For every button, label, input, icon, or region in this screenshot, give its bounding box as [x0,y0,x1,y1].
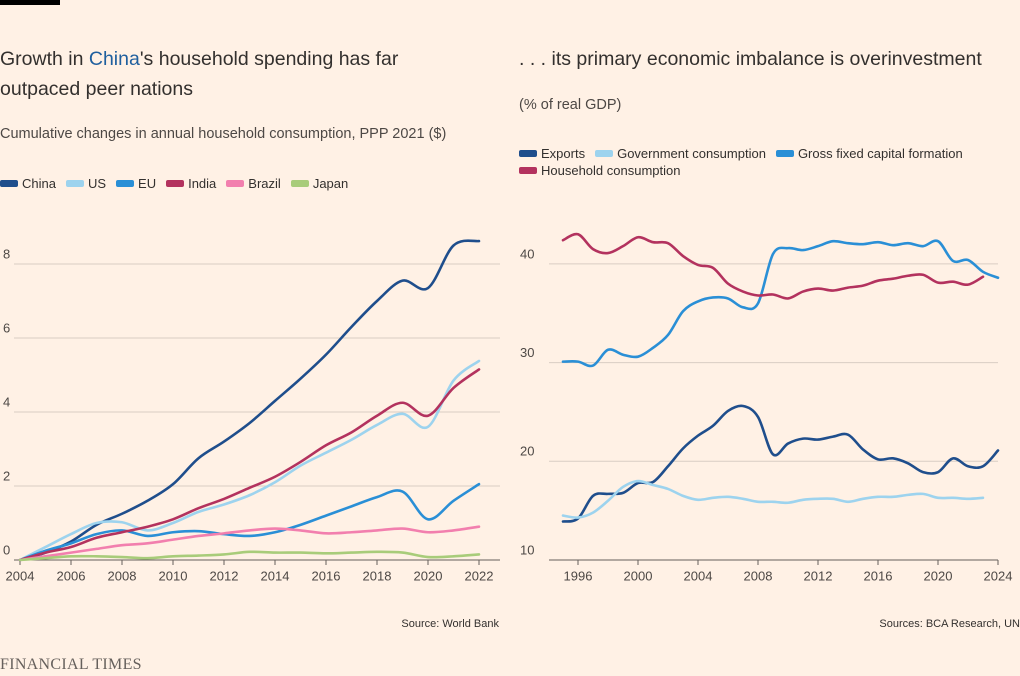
legend-item: US [65,176,107,191]
y-tick-label: 2 [3,468,10,483]
legend-label: Brazil [248,176,281,191]
x-tick-label: 2022 [465,568,494,583]
x-tick-label: 1996 [564,568,593,583]
x-tick-label: 2018 [363,568,392,583]
x-tick-label: 2008 [744,568,773,583]
y-tick-label: 40 [520,246,534,261]
y-tick-label: 10 [520,542,534,557]
x-tick-label: 2004 [6,568,35,583]
legend-label: India [188,176,217,191]
brand-bar [0,0,60,5]
legend-item: Government consumption [595,146,766,161]
x-tick-label: 2010 [159,568,188,583]
legend-label: Household consumption [541,163,681,178]
legend-swatch [595,150,614,157]
y-tick-label: 0 [3,542,10,557]
source: Source: World Bank [401,618,499,630]
legend-item: Gross fixed capital formation [775,146,963,161]
y-tick-label: 30 [520,345,534,360]
y-tick-label: 4 [3,394,10,409]
legend-swatch [226,180,245,187]
legend-swatch [519,167,537,174]
legend-swatch [116,180,135,187]
x-tick-label: 2016 [864,568,893,583]
legend-label: Exports [541,146,586,161]
chart-subtitle: (% of real GDP) [519,97,622,113]
series-line [561,479,985,519]
x-tick-label: 2020 [414,568,443,583]
y-tick-label: 8 [3,246,10,261]
x-tick-label: 2024 [984,568,1013,583]
legend-item: China [0,176,56,191]
series-line [18,239,481,562]
legend-swatch [65,180,84,187]
series-line [18,525,481,562]
series-line [561,232,985,300]
legend-swatch [290,180,309,187]
x-tick-label: 2000 [624,568,653,583]
series-line [18,359,481,562]
x-tick-label: 2020 [924,568,953,583]
legend-label: Gross fixed capital formation [797,146,963,161]
chart-title: . . . its primary economic imbalance is … [519,48,982,70]
legend-item: EU [116,176,156,191]
chart-title: Growth in China's household spending has… [0,48,399,100]
series-line [18,368,481,562]
chart-subtitle: Cumulative changes in annual household c… [0,126,447,142]
x-tick-label: 2012 [804,568,833,583]
x-tick-label: 2004 [684,568,713,583]
x-tick-label: 2012 [210,568,239,583]
legend-label: China [22,176,56,191]
legend-item: India [166,176,216,191]
legend-item: Japan [290,176,349,191]
series-line [561,404,1000,523]
legend-item: Brazil [226,176,281,191]
legend-swatch [775,150,794,157]
x-tick-label: 2008 [108,568,137,583]
y-tick-label: 20 [520,444,534,459]
legend-swatch [0,180,18,187]
title-highlight: China [88,48,140,70]
legend-swatch [519,150,537,157]
source: Sources: BCA Research, UN [879,618,1020,630]
x-tick-label: 2014 [261,568,290,583]
legend-label: US [87,176,107,191]
x-tick-label: 2016 [312,568,341,583]
series-line [18,482,481,562]
legend-label: Government consumption [617,146,766,161]
legend: China US EU India Brazil Japan [0,176,500,191]
x-tick-label: 2006 [57,568,86,583]
legend-label: EU [138,176,157,191]
legend-swatch [166,180,185,187]
series-line [561,239,1000,368]
legend-item: Exports [519,146,585,161]
legend-label: Japan [312,176,349,191]
brand: FINANCIAL TIMES [0,656,142,673]
legend-item: Household consumption [519,163,680,178]
series-line [18,550,481,562]
legend: Exports Government consumption Gross fixed… [519,146,1009,178]
y-tick-label: 6 [3,320,10,335]
